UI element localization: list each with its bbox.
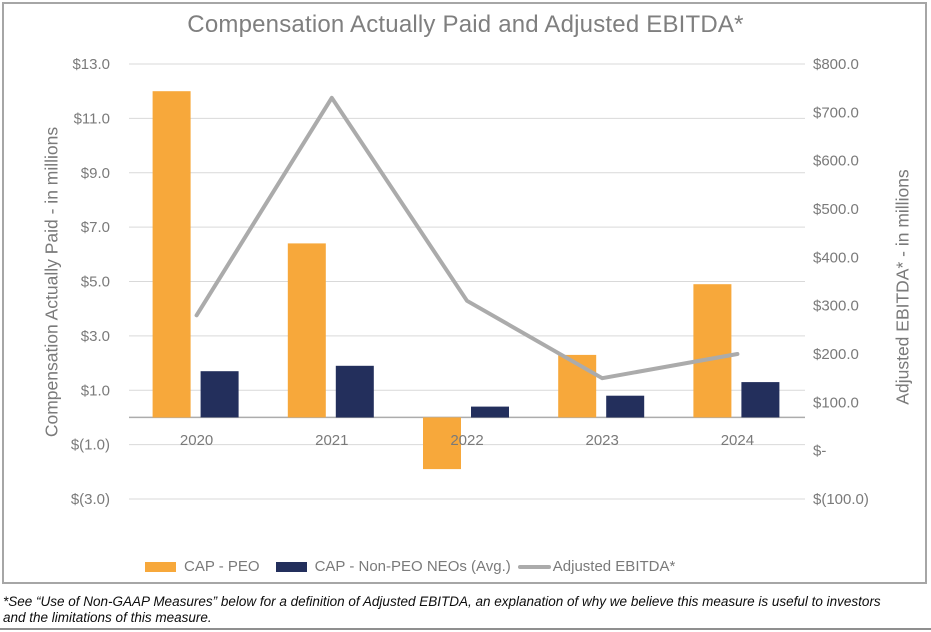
legend-item-adjusted-ebitda: Adjusted EBITDA* [517, 558, 676, 575]
bar-2024 [741, 382, 780, 418]
category-label-2021: 2021 [315, 432, 348, 449]
left-tick-label: $7.0 [81, 219, 110, 236]
bar-series-1 [200, 365, 780, 418]
footnote-line-2: and the limitations of this measure. [3, 610, 212, 625]
right-tick-label: $700.0 [813, 104, 859, 121]
right-tick-label: $(100.0) [813, 491, 869, 508]
right-axis-title: Adjusted EBITDA* - in millions [892, 169, 913, 405]
bottom-divider [0, 628, 931, 630]
bar-2022 [423, 417, 461, 470]
category-label-2020: 2020 [180, 432, 213, 449]
left-tick-label: $(1.0) [71, 437, 110, 454]
right-tick-label: $200.0 [813, 346, 859, 363]
legend-item-non-peo: CAP - Non-PEO NEOs (Avg.) [275, 558, 511, 575]
bar-2021 [335, 365, 374, 418]
legend-swatch-cap-peo [145, 561, 176, 572]
bar-2020 [200, 371, 239, 418]
left-tick-label: $11.0 [74, 110, 110, 127]
bar-2023 [606, 395, 645, 418]
bar-2020 [152, 91, 191, 418]
right-tick-label: $100.0 [813, 394, 859, 411]
bar-series-0 [152, 91, 732, 470]
chart-title: Compensation Actually Paid and Adjusted … [187, 11, 744, 38]
legend-label-non-peo: CAP - Non-PEO NEOs (Avg.) [314, 558, 511, 575]
category-label-2022: 2022 [450, 432, 483, 449]
left-tick-label: $13.0 [72, 56, 110, 73]
right-tick-label: $400.0 [813, 249, 859, 266]
category-label-2024: 2024 [721, 432, 754, 449]
left-tick-label: $3.0 [81, 328, 110, 345]
right-tick-label: $800.0 [813, 56, 859, 73]
right-tick-label: $600.0 [813, 153, 859, 170]
bar-2024 [693, 284, 732, 418]
right-tick-labels: $800.0 $700.0 $600.0 $500.0 $400.0 $300.0 $200… [813, 56, 869, 508]
category-labels: 2020 2021 2022 2023 2024 [180, 432, 754, 449]
left-tick-label: $(3.0) [71, 491, 110, 508]
legend-swatch-non-peo [275, 561, 307, 572]
line-adjusted-ebitda [194, 95, 740, 381]
right-tick-label: $- [813, 443, 826, 460]
left-tick-labels: $13.0 $11.0 $9.0 $7.0 $5.0 $3.0 $1.0 $(1.0) $(3.… [71, 56, 110, 508]
footnote: *See “Use of Non-GAAP Measures” below fo… [3, 594, 928, 626]
footnote-line-1: *See “Use of Non-GAAP Measures” below fo… [3, 594, 881, 609]
legend: CAP - PEO CAP - Non-PEO NEOs (Avg.) Adju… [145, 558, 675, 575]
legend-label-adjusted-ebitda: Adjusted EBITDA* [552, 558, 676, 575]
bar-2021 [287, 243, 326, 418]
legend-label-cap-peo: CAP - PEO [184, 558, 260, 575]
left-tick-label: $1.0 [81, 382, 110, 399]
left-tick-label: $5.0 [81, 274, 110, 291]
left-axis-title: Compensation Actually Paid - in millions [41, 126, 62, 438]
legend-item-cap-peo: CAP - PEO [145, 558, 260, 575]
left-tick-label: $9.0 [81, 165, 110, 182]
gridlines [129, 63, 805, 500]
category-label-2023: 2023 [586, 432, 619, 449]
right-tick-label: $500.0 [813, 201, 859, 218]
bar-2022 [471, 406, 509, 418]
right-tick-label: $300.0 [813, 298, 859, 315]
legend-line-swatch-adjusted-ebitda [517, 564, 551, 569]
